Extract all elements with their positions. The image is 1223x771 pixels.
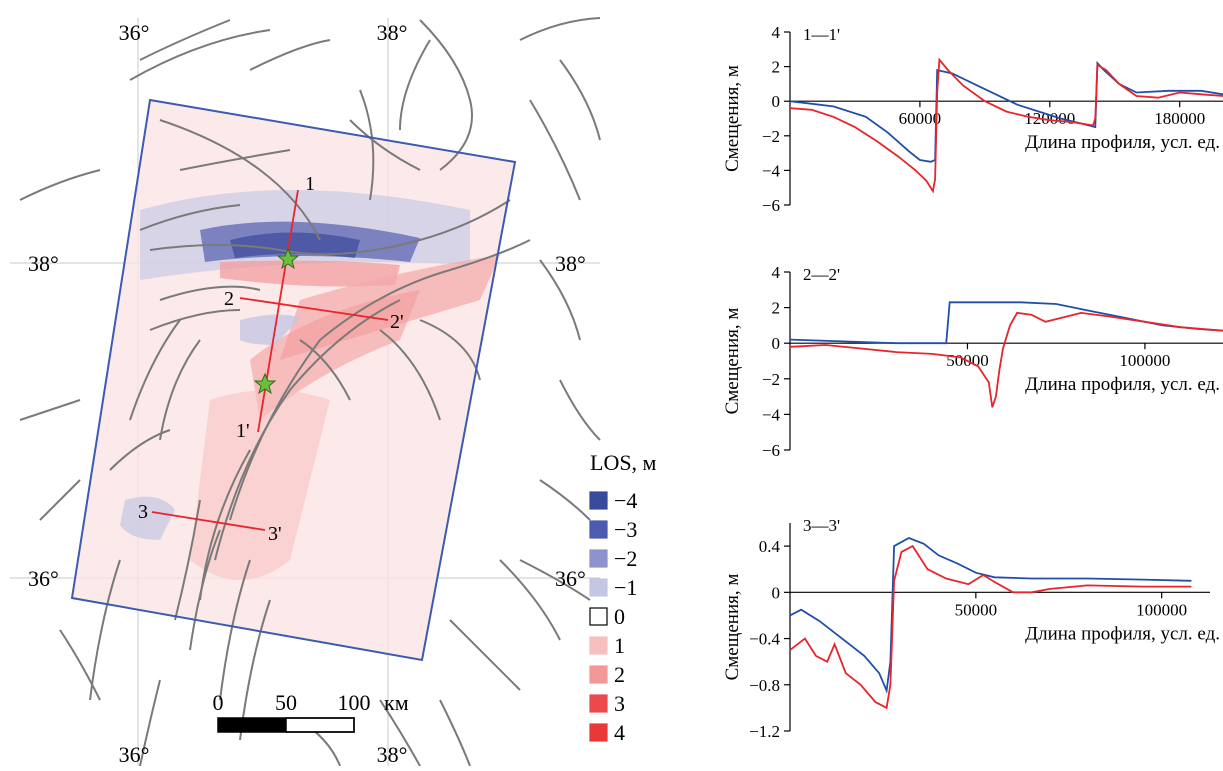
profile-1-line [257,189,299,433]
y-tick-label: −4 [762,405,781,424]
series-line-1 [789,544,1192,710]
y-tick-label: 0 [772,92,781,111]
chart-title: 2—2' [803,265,840,284]
y-tick-label: 2 [772,299,781,318]
legend: LOS, м −4 −3 −2 −1 0 1 2 3 4 [589,450,657,745]
profile-lines [151,189,389,531]
legend-label-8: 4 [614,720,625,745]
legend-swatch-8 [589,723,608,742]
y-tick-label: −2 [762,127,780,146]
legend-label-2: −2 [614,546,637,571]
scale-unit: км [384,690,409,715]
profile-chart-3: −1.2 −0.8 −0.4 0 0.4 50000 100000 3—3' Длина про… [722,516,1220,741]
insar-map-panel: 1 1' 2 2' 3 3' 36° 38° 38° 38° 36° 36° 3… [10,17,657,767]
legend-swatch-6 [589,665,608,684]
y-tick-label: 2 [772,58,781,77]
y-axis-label: Смещения, м [722,65,743,172]
scale-tick-100: 100 [338,690,371,715]
x-tick-label: 120000 [1024,109,1075,128]
profile-2-end-label: 2' [390,311,404,333]
epicenter-2-icon [253,372,277,395]
legend-swatch-4 [589,607,608,626]
legend-label-3: −1 [614,575,637,600]
y-tick-label: −0.8 [749,676,780,695]
legend-label-4: 0 [614,604,625,629]
profile-charts-panel: −6 −4 −2 0 2 4 60000 120000 180000 1—1' Длина проф… [700,0,1223,766]
legend-swatch-0 [589,491,608,510]
legend-swatch-2 [589,549,608,568]
y-axis-label: Смещения, м [722,574,743,681]
x-tick-label: 100000 [1119,351,1170,370]
epicenters [253,247,300,395]
lon-label-38-top: 38° [377,20,408,45]
series-line-0 [789,537,1192,694]
legend-label-0: −4 [614,488,637,513]
image-frame [70,98,517,662]
series-line-1 [789,57,1223,194]
profile-chart-1: −6 −4 −2 0 2 4 60000 120000 180000 1—1' Длина проф… [722,23,1223,215]
lat-label-36-right: 36° [555,566,586,591]
x-tick-label: 180000 [1154,109,1205,128]
chart-title: 1—1' [803,25,840,44]
chart-title: 3—3' [803,516,840,535]
map-svg: 1 1' 2 2' 3 3' 36° 38° 38° 38° 36° 36° 3… [10,17,657,767]
y-tick-label: −0.4 [749,630,780,649]
x-axis-label: Длина профиля, усл. ед. [1025,374,1220,395]
lon-label-36-bottom: 36° [119,742,150,766]
y-tick-label: 0 [772,583,781,602]
lon-label-38-bottom: 38° [377,742,408,766]
legend-label-7: 3 [614,691,625,716]
legend-swatch-1 [589,520,608,539]
profile-3-line [151,511,266,531]
scale-bar: 0 50 100 км [213,690,409,733]
x-axis-label: Длина профиля, усл. ед. [1025,132,1220,153]
scale-tick-50: 50 [275,690,297,715]
y-tick-label: −6 [762,441,780,460]
legend-swatch-5 [589,636,608,655]
y-tick-label: −2 [762,370,780,389]
x-tick-label: 100000 [1136,600,1187,619]
lat-label-38-left: 38° [28,251,59,276]
scale-tick-0: 0 [213,690,224,715]
profile-3-start-label: 3 [138,501,148,523]
legend-swatch-7 [589,694,608,713]
y-tick-label: 4 [772,263,781,282]
x-tick-label: 60000 [899,109,942,128]
fault-lines [19,17,601,767]
epicenter-1-icon [276,247,300,270]
y-tick-label: −4 [762,161,781,180]
profile-2-start-label: 2 [224,288,234,310]
legend-label-1: −3 [614,517,637,542]
lon-label-36-top: 36° [119,20,150,45]
profile-1-end-label: 1' [236,420,250,442]
y-tick-label: −6 [762,196,780,215]
profile-2-line [239,297,389,321]
legend-label-5: 1 [614,633,625,658]
y-tick-label: 0 [772,334,781,353]
profile-3-end-label: 3' [268,523,282,545]
x-tick-label: 50000 [955,600,998,619]
x-axis-label: Длина профиля, усл. ед. [1025,623,1220,644]
lat-label-38-right: 38° [555,251,586,276]
legend-title: LOS, м [590,450,657,475]
y-tick-label: 4 [772,23,781,42]
y-tick-label: −1.2 [749,722,780,741]
profile-1-start-label: 1 [305,173,315,195]
y-tick-label: 0.4 [759,537,781,556]
legend-label-6: 2 [614,662,625,687]
y-axis-label: Смещения, м [722,308,743,415]
lat-label-36-left: 36° [28,566,59,591]
legend-swatch-3 [589,578,608,597]
series-line-1 [789,311,1223,408]
